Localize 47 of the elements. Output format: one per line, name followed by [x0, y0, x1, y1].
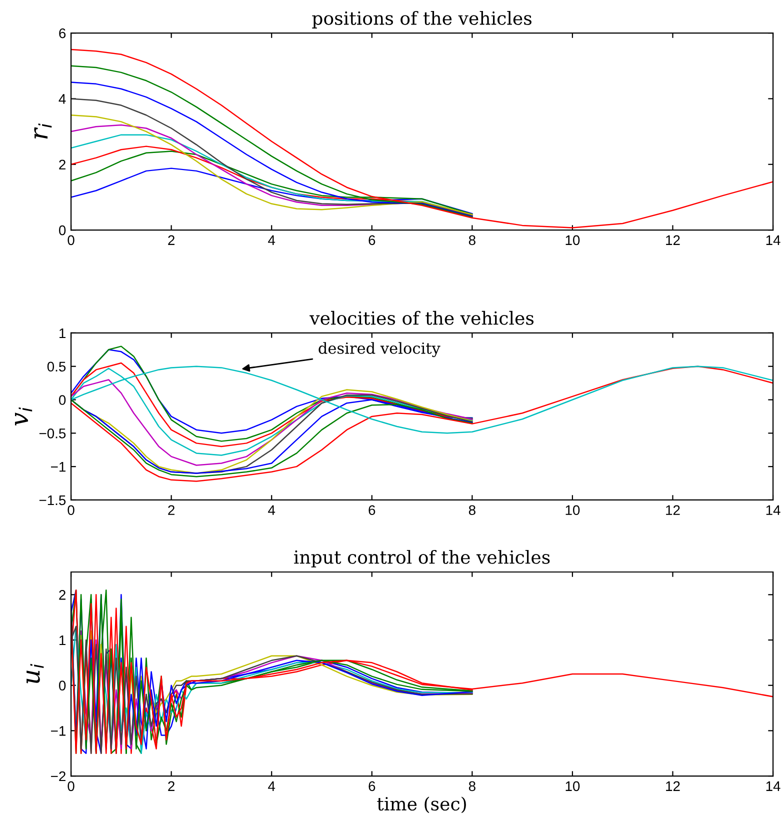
x-tick-label: 14 [766, 505, 780, 515]
y-tick-label: 0 [58, 225, 66, 236]
y-tick-label: −0.5 [39, 428, 66, 438]
x-tick-label: 4 [268, 235, 276, 245]
x-tick-label: 6 [368, 781, 376, 792]
x-tick-label: 8 [468, 235, 476, 246]
y-tick-label: −1 [51, 726, 66, 736]
x-tick-label: 6 [368, 505, 376, 516]
y-tick-label: 2 [59, 160, 66, 170]
y-tick-label: −1 [51, 462, 66, 472]
x-axis-title: time (sec) [377, 796, 466, 814]
x-tick-label: 14 [766, 235, 780, 245]
x-tick-label: 0 [68, 781, 74, 792]
x-tick-label: 2 [168, 781, 174, 791]
y-tick-label: −2 [51, 771, 66, 782]
x-tick-label: 12 [666, 781, 680, 791]
x-tick-label: 6 [368, 235, 376, 246]
x-tick-label: 8 [468, 505, 476, 516]
x-tick-label: 10 [566, 781, 580, 792]
x-tick-label: 2 [168, 235, 174, 245]
chart-title: velocities of the vehicles [310, 310, 534, 325]
x-tick-label: 4 [268, 781, 276, 791]
y-tick-label: 0 [58, 395, 66, 405]
x-tick-label: 0 [68, 505, 74, 516]
y-tick-label: 0.5 [47, 362, 66, 372]
x-tick-label: 14 [766, 781, 780, 791]
annotation: desired velocity [318, 342, 440, 358]
y-axis-title: u$_{i}$ [26, 664, 44, 684]
y-tick-label: 0 [58, 680, 66, 691]
x-tick-label: 12 [666, 505, 680, 515]
x-tick-label: 2 [168, 505, 174, 515]
x-tick-label: 10 [566, 235, 580, 246]
y-axis-title: v$_{i}$ [14, 407, 32, 426]
y-tick-label: 1 [60, 635, 66, 646]
x-tick-label: 12 [666, 235, 680, 245]
chart-title: input control of the vehicles [294, 550, 550, 568]
x-tick-label: 4 [268, 505, 276, 515]
x-tick-label: 10 [566, 505, 580, 516]
y-axis-title: r$_{i}$ [34, 123, 52, 139]
y-tick-label: 1 [60, 328, 66, 338]
x-tick-label: 8 [468, 781, 476, 792]
y-tick-label: 4 [58, 94, 66, 104]
y-tick-label: −1.5 [39, 495, 66, 506]
x-tick-label: 0 [68, 235, 74, 246]
y-tick-label: 6 [59, 28, 66, 38]
chart-title: positions of the vehicles [312, 10, 532, 28]
y-tick-label: 2 [59, 590, 66, 600]
